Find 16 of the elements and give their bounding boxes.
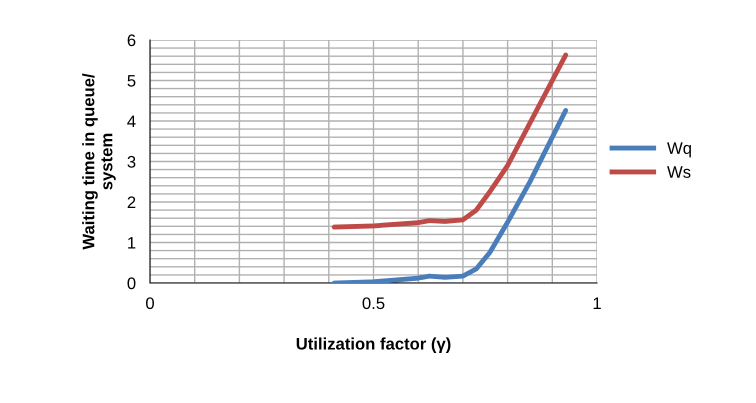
y-tick-label: 4 bbox=[127, 116, 136, 128]
x-tick-label: 1 bbox=[594, 298, 601, 309]
x-tick-label: 0.5 bbox=[362, 297, 384, 310]
legend-label: Ws bbox=[667, 166, 690, 178]
legend-label: Wq bbox=[667, 142, 691, 158]
y-tick-label: 3 bbox=[127, 156, 136, 168]
y-tick-label: 6 bbox=[128, 34, 136, 46]
x-tick-label: 0 bbox=[146, 297, 154, 310]
y-axis-title: Waiting time in queue/ system bbox=[82, 74, 116, 250]
y-tick-label: 1 bbox=[128, 237, 136, 249]
x-axis-title: Utilization factor (γ) bbox=[296, 337, 450, 353]
line-series bbox=[332, 108, 568, 283]
y-tick-label: 0 bbox=[127, 277, 136, 290]
line-series bbox=[332, 52, 568, 230]
y-tick-label: 2 bbox=[128, 196, 136, 208]
y-tick-label: 5 bbox=[128, 75, 136, 87]
